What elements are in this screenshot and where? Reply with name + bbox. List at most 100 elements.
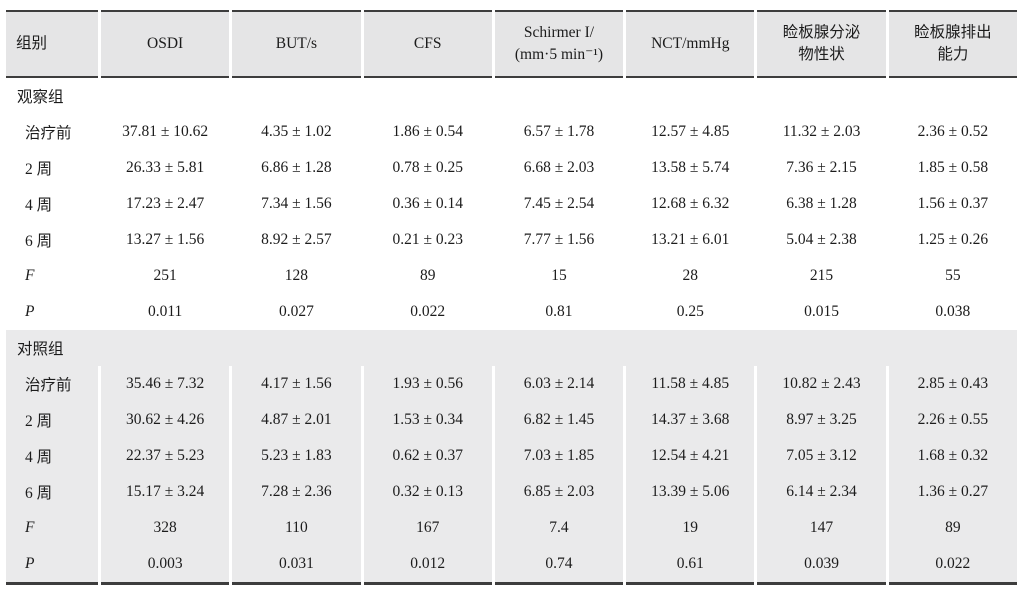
table-cell: 6.68 ± 2.03 bbox=[494, 150, 624, 186]
table-cell: 251 bbox=[101, 258, 230, 294]
table-cell: 8.97 ± 3.25 bbox=[757, 402, 886, 438]
column-header-label: OSDI bbox=[147, 34, 184, 52]
table-cell: 6.38 ± 1.28 bbox=[757, 186, 886, 222]
table-row: F 328 110 167 7.4 19 147 89 bbox=[6, 510, 1017, 546]
table-row: P 0.003 0.031 0.012 0.74 0.61 0.039 0.022 bbox=[6, 546, 1017, 585]
table-row: 6 周 13.27 ± 1.56 8.92 ± 2.57 0.21 ± 0.23 7.7… bbox=[6, 222, 1017, 258]
column-header-secretion: 睑板腺分泌 物性状 bbox=[757, 10, 886, 78]
column-header-label: 组别 bbox=[16, 34, 48, 52]
table-cell: 89 bbox=[888, 510, 1017, 546]
table-cell: 0.81 bbox=[494, 294, 624, 330]
table-cell: 12.54 ± 4.21 bbox=[626, 438, 755, 474]
row-label: 4 周 bbox=[6, 186, 98, 222]
table-cell: 10.82 ± 2.43 bbox=[757, 366, 886, 402]
table-row: 治疗前 35.46 ± 7.32 4.17 ± 1.56 1.93 ± 0.56 6.0… bbox=[6, 366, 1017, 402]
table-cell: 0.022 bbox=[363, 294, 492, 330]
table-cell: 0.62 ± 0.37 bbox=[363, 438, 492, 474]
table-cell: 0.039 bbox=[757, 546, 886, 585]
table-body: 观察组治疗前 37.81 ± 10.62 4.35 ± 1.02 1.86 ± 0.5… bbox=[6, 78, 1017, 585]
row-label: P bbox=[6, 294, 98, 330]
table-cell: 55 bbox=[888, 258, 1017, 294]
table-cell: 19 bbox=[626, 510, 755, 546]
table-cell: 2.85 ± 0.43 bbox=[888, 366, 1017, 402]
row-label: P bbox=[6, 546, 98, 585]
column-header-label: CFS bbox=[413, 34, 442, 52]
column-header-schirmer: Schirmer I/ (mm·5 min⁻¹) bbox=[494, 10, 624, 78]
section-row: 观察组 bbox=[6, 78, 1017, 114]
table-cell: 15 bbox=[494, 258, 624, 294]
table-cell: 4.35 ± 1.02 bbox=[232, 114, 361, 150]
column-header-sublabel: (mm·5 min⁻¹) bbox=[514, 46, 604, 63]
table-cell: 0.031 bbox=[232, 546, 361, 585]
table-cell: 0.61 bbox=[626, 546, 755, 585]
table-cell: 7.28 ± 2.36 bbox=[232, 474, 361, 510]
table-cell: 147 bbox=[757, 510, 886, 546]
table-cell: 0.21 ± 0.23 bbox=[363, 222, 492, 258]
table-cell: 0.32 ± 0.13 bbox=[363, 474, 492, 510]
table-cell: 13.27 ± 1.56 bbox=[101, 222, 230, 258]
table-cell: 30.62 ± 4.26 bbox=[101, 402, 230, 438]
table-cell: 7.03 ± 1.85 bbox=[494, 438, 624, 474]
table-row: 2 周 30.62 ± 4.26 4.87 ± 2.01 1.53 ± 0.34 6.8… bbox=[6, 402, 1017, 438]
table-cell: 215 bbox=[757, 258, 886, 294]
table-cell: 8.92 ± 2.57 bbox=[232, 222, 361, 258]
row-label: F bbox=[6, 510, 98, 546]
table-row: 4 周 22.37 ± 5.23 5.23 ± 1.83 0.62 ± 0.37 7.0… bbox=[6, 438, 1017, 474]
table-cell: 14.37 ± 3.68 bbox=[626, 402, 755, 438]
table-cell: 0.027 bbox=[232, 294, 361, 330]
table-cell: 6.86 ± 1.28 bbox=[232, 150, 361, 186]
table-cell: 1.93 ± 0.56 bbox=[363, 366, 492, 402]
table-cell: 0.36 ± 0.14 bbox=[363, 186, 492, 222]
table-cell: 0.038 bbox=[888, 294, 1017, 330]
table-cell: 7.05 ± 3.12 bbox=[757, 438, 886, 474]
column-header-label: NCT/mmHg bbox=[651, 34, 730, 52]
table-cell: 0.022 bbox=[888, 546, 1017, 585]
table-cell: 0.012 bbox=[363, 546, 492, 585]
table-cell: 2.26 ± 0.55 bbox=[888, 402, 1017, 438]
section-label: 对照组 bbox=[6, 330, 1017, 366]
table-row: 2 周 26.33 ± 5.81 6.86 ± 1.28 0.78 ± 0.25 6.6… bbox=[6, 150, 1017, 186]
row-label: F bbox=[6, 258, 98, 294]
table-cell: 37.81 ± 10.62 bbox=[101, 114, 230, 150]
row-label: 4 周 bbox=[6, 438, 98, 474]
table-cell: 6.82 ± 1.45 bbox=[494, 402, 624, 438]
table-cell: 0.25 bbox=[626, 294, 755, 330]
table-cell: 6.14 ± 2.34 bbox=[757, 474, 886, 510]
table-cell: 1.56 ± 0.37 bbox=[888, 186, 1017, 222]
table-cell: 28 bbox=[626, 258, 755, 294]
table-cell: 6.03 ± 2.14 bbox=[494, 366, 624, 402]
table-cell: 89 bbox=[363, 258, 492, 294]
table-cell: 6.85 ± 2.03 bbox=[494, 474, 624, 510]
table-cell: 17.23 ± 2.47 bbox=[101, 186, 230, 222]
column-header-cfs: CFS bbox=[363, 10, 492, 78]
table-cell: 7.36 ± 2.15 bbox=[757, 150, 886, 186]
table-cell: 1.85 ± 0.58 bbox=[888, 150, 1017, 186]
table-cell: 12.57 ± 4.85 bbox=[626, 114, 755, 150]
table-cell: 1.86 ± 0.54 bbox=[363, 114, 492, 150]
table-cell: 35.46 ± 7.32 bbox=[101, 366, 230, 402]
table-cell: 0.003 bbox=[101, 546, 230, 585]
table-cell: 4.17 ± 1.56 bbox=[232, 366, 361, 402]
column-header-sublabel: 物性状 bbox=[798, 46, 845, 63]
table-row: F 251 128 89 15 28 215 55 bbox=[6, 258, 1017, 294]
row-label: 治疗前 bbox=[6, 366, 98, 402]
table-cell: 5.04 ± 2.38 bbox=[757, 222, 886, 258]
table-cell: 1.53 ± 0.34 bbox=[363, 402, 492, 438]
table-cell: 167 bbox=[363, 510, 492, 546]
table-cell: 11.58 ± 4.85 bbox=[626, 366, 755, 402]
column-header-but: BUT/s bbox=[232, 10, 361, 78]
table-cell: 12.68 ± 6.32 bbox=[626, 186, 755, 222]
results-table: 组别 OSDI BUT/s CFS Schirmer I/ (mm·5 min⁻… bbox=[3, 10, 1020, 585]
table-cell: 328 bbox=[101, 510, 230, 546]
table-cell: 26.33 ± 5.81 bbox=[101, 150, 230, 186]
column-header-label: BUT/s bbox=[275, 34, 318, 52]
table-cell: 1.25 ± 0.26 bbox=[888, 222, 1017, 258]
table-cell: 13.39 ± 5.06 bbox=[626, 474, 755, 510]
table-cell: 7.77 ± 1.56 bbox=[494, 222, 624, 258]
section-row: 对照组 bbox=[6, 330, 1017, 366]
table-cell: 7.34 ± 1.56 bbox=[232, 186, 361, 222]
table-row: 6 周 15.17 ± 3.24 7.28 ± 2.36 0.32 ± 0.13 6.8… bbox=[6, 474, 1017, 510]
table-cell: 0.78 ± 0.25 bbox=[363, 150, 492, 186]
table-cell: 1.68 ± 0.32 bbox=[888, 438, 1017, 474]
